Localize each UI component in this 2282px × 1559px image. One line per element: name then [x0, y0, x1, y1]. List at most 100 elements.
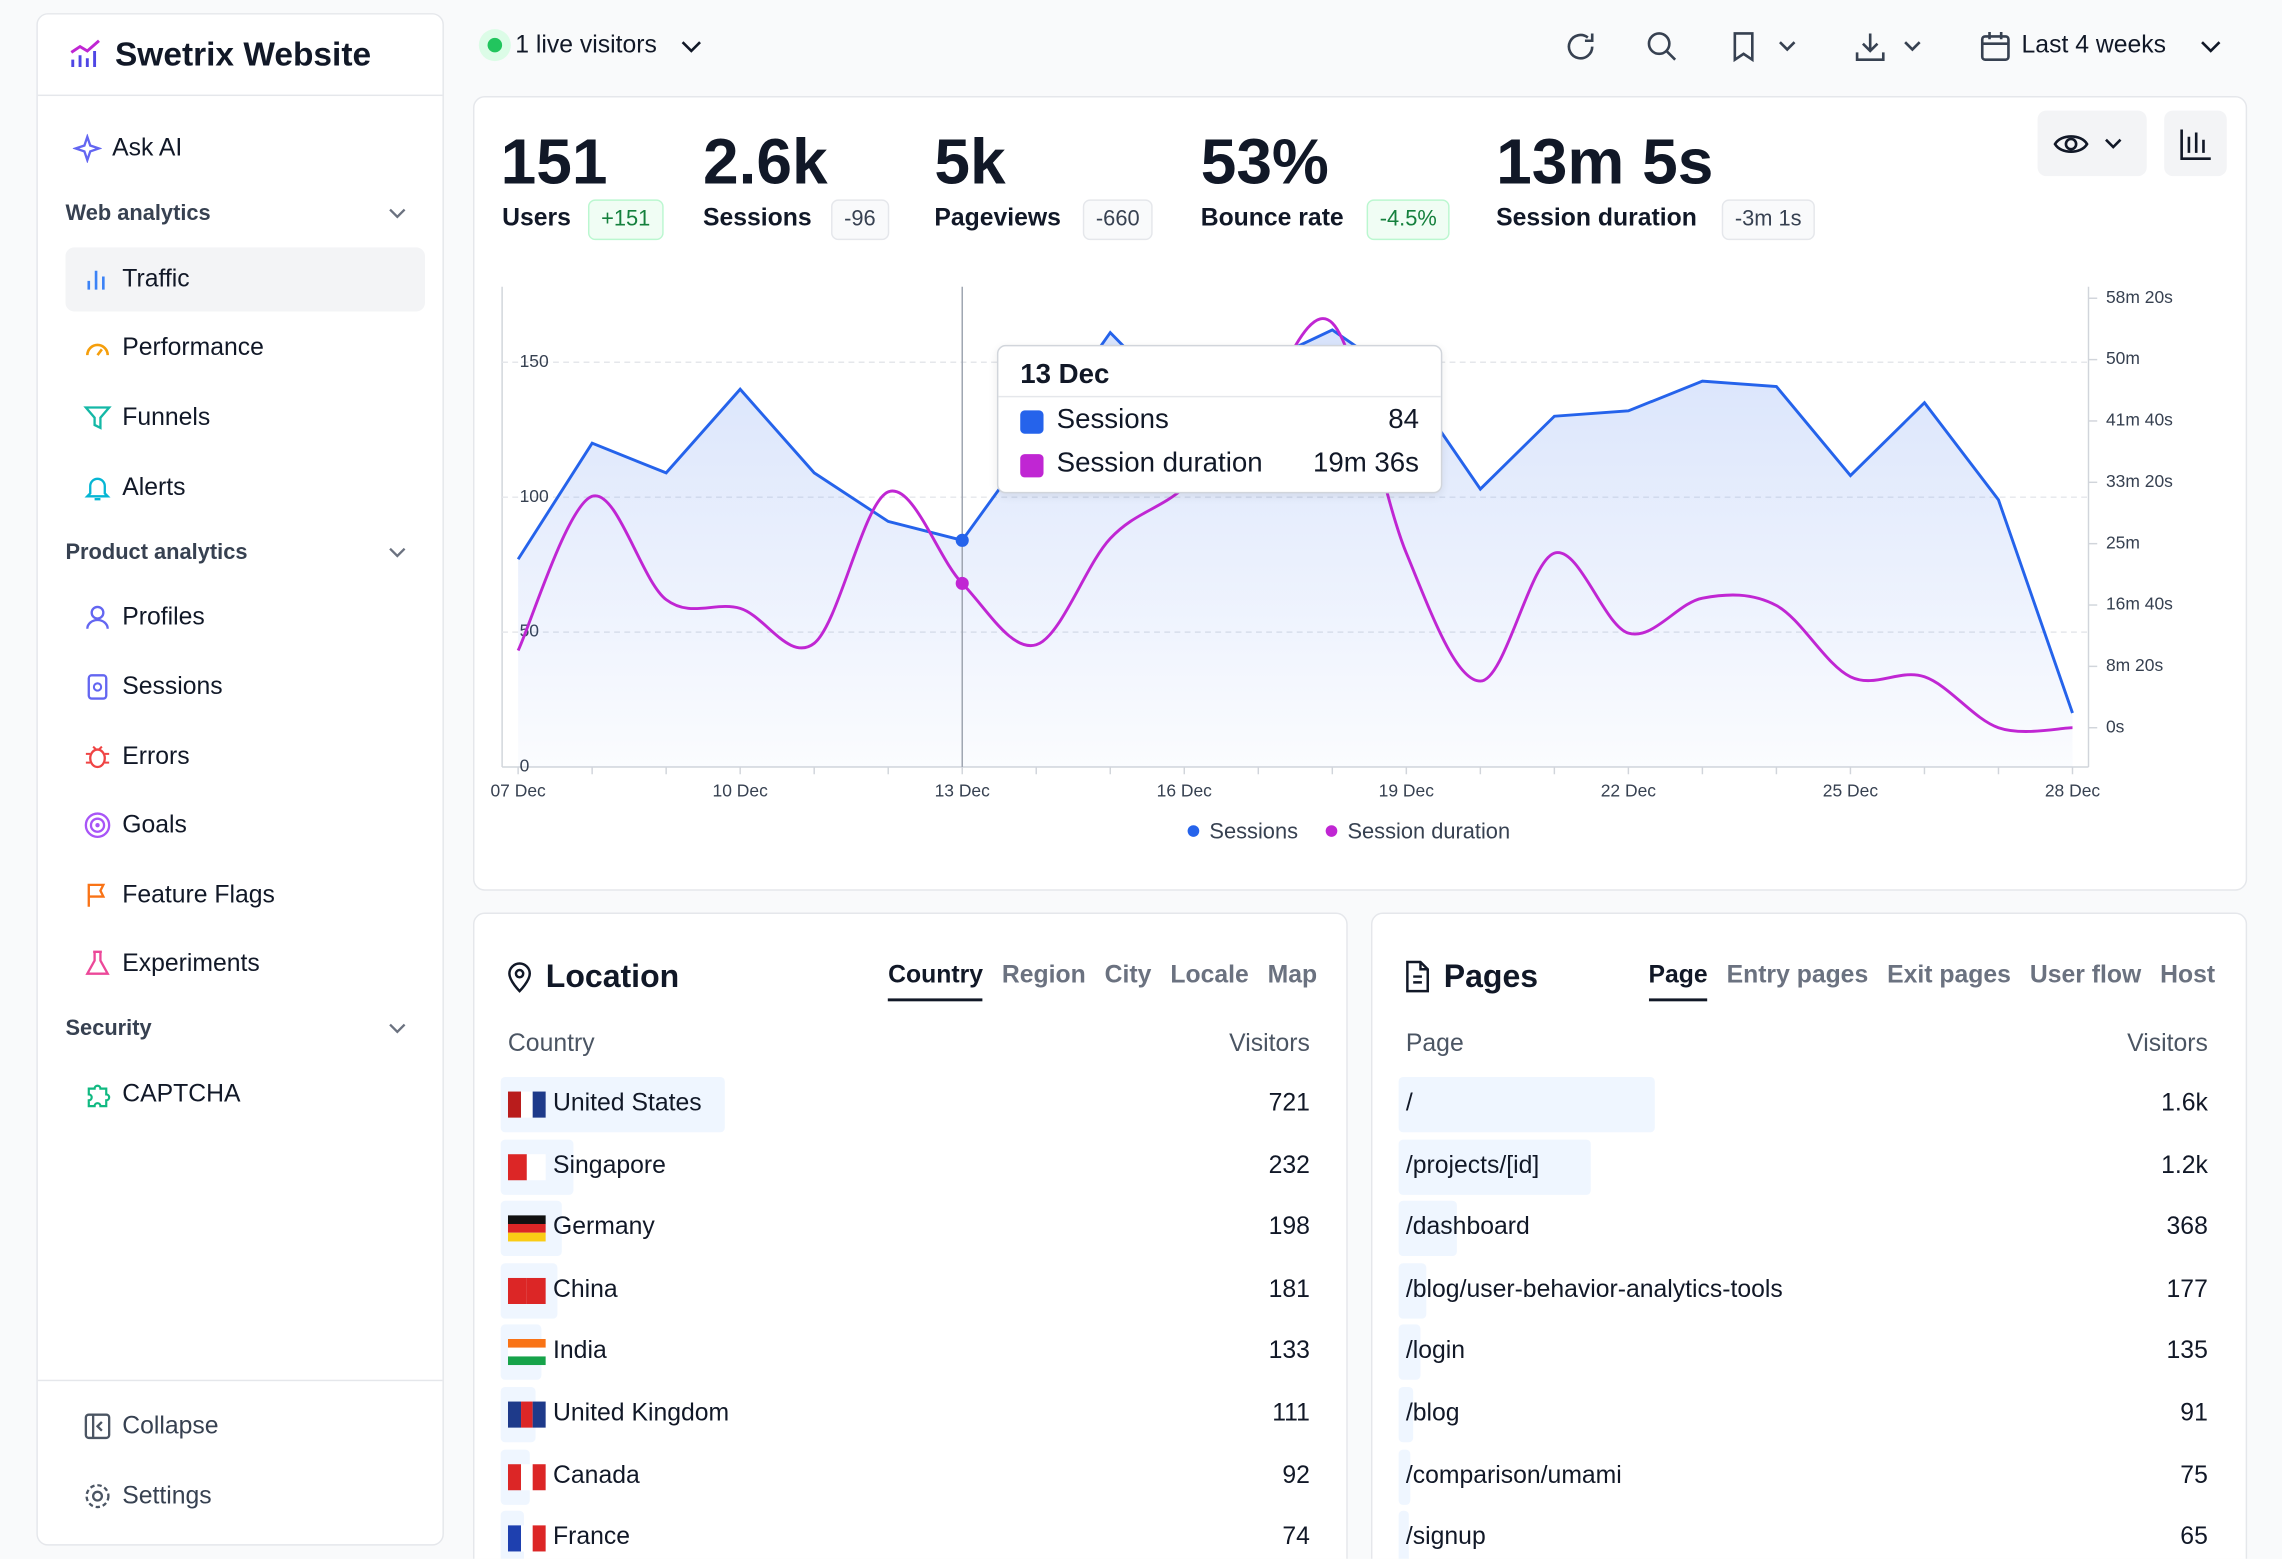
nav-item[interactable]: Feature Flags: [87, 879, 275, 911]
row-value: 91: [2180, 1398, 2208, 1427]
x-tick-label: 28 Dec: [2045, 780, 2101, 800]
chart-type-toggle[interactable]: [2164, 110, 2227, 177]
tab[interactable]: Entry pages: [1726, 960, 1869, 989]
search-button[interactable]: [1645, 29, 1680, 64]
flag: [507, 1215, 546, 1242]
tab[interactable]: Host: [2160, 960, 2216, 989]
nav-label: CAPTCHA: [122, 1079, 241, 1108]
tab[interactable]: Page: [1648, 961, 1708, 1002]
y-tick-label: 100: [520, 486, 549, 506]
nav-item[interactable]: CAPTCHA: [87, 1078, 241, 1110]
tooltip-title: 13 Dec: [1020, 359, 1110, 391]
nav-item[interactable]: Collapse: [84, 1410, 219, 1442]
row-name[interactable]: /blog/user-behavior-analytics-tools: [1405, 1274, 1783, 1303]
tab[interactable]: Map: [1267, 960, 1318, 989]
row-name[interactable]: /dashboard: [1405, 1212, 1530, 1241]
row-name[interactable]: United Kingdom: [553, 1398, 730, 1427]
bookmark-button[interactable]: [1726, 29, 1802, 64]
row-value: 198: [1268, 1212, 1310, 1241]
tab[interactable]: Region: [1001, 960, 1086, 989]
nav-item[interactable]: Errors: [85, 741, 190, 773]
y2-tick-label: 0s: [2106, 716, 2125, 736]
y2-tick-label: 58m 20s: [2106, 287, 2173, 307]
tabs: Country Region City Locale Map: [888, 961, 1317, 1002]
tab[interactable]: Exit pages: [1887, 960, 2011, 989]
row-name[interactable]: France: [553, 1522, 631, 1551]
nav-label: Settings: [122, 1481, 212, 1510]
flag: [507, 1277, 546, 1304]
row-name[interactable]: /blog: [1405, 1398, 1460, 1427]
live-visitors[interactable]: 1 live visitors: [515, 30, 657, 59]
row-value: 1.6k: [2161, 1088, 2208, 1117]
row-name[interactable]: Singapore: [553, 1150, 666, 1179]
row-bar: [1398, 1386, 1414, 1443]
refresh-button[interactable]: [1563, 29, 1598, 64]
stat-label: Users: [502, 203, 571, 232]
nav-item[interactable]: Ask AI: [72, 132, 183, 164]
nav-item[interactable]: Traffic: [87, 263, 190, 295]
stat-value: 2.6k: [702, 126, 828, 198]
legend-label: Session duration: [1347, 818, 1510, 843]
nav-item[interactable]: Goals: [84, 809, 187, 841]
export-button[interactable]: [1853, 29, 1929, 64]
nav-label: Feature Flags: [122, 880, 275, 909]
nav-group[interactable]: Web analytics: [65, 200, 211, 226]
row-name[interactable]: United States: [553, 1088, 702, 1117]
nav-item[interactable]: Settings: [85, 1480, 212, 1512]
row-value: 133: [1268, 1336, 1310, 1365]
nav-label: Collapse: [122, 1411, 219, 1440]
row-name[interactable]: China: [553, 1274, 618, 1303]
row-name[interactable]: /login: [1405, 1336, 1466, 1365]
nav-group[interactable]: Product analytics: [65, 539, 248, 565]
stat-label: Sessions: [702, 203, 812, 232]
stat-change: -660: [1082, 199, 1153, 241]
x-tick-label: 13 Dec: [935, 780, 991, 800]
nav-item[interactable]: Profiles: [86, 601, 205, 633]
row-name[interactable]: Canada: [553, 1460, 640, 1489]
y2-tick-label: 41m 40s: [2106, 410, 2173, 430]
view-toggle[interactable]: [2037, 110, 2147, 177]
stat-value: 13m 5s: [1496, 126, 1714, 198]
row-name[interactable]: /comparison/umami: [1405, 1460, 1622, 1489]
nav-item[interactable]: Alerts: [84, 472, 186, 504]
row-bar: [1398, 1324, 1421, 1381]
tab[interactable]: City: [1104, 960, 1152, 989]
row-bar: [1398, 1448, 1411, 1505]
row-name[interactable]: /signup: [1405, 1522, 1486, 1551]
nav-label: Ask AI: [112, 133, 183, 162]
nav-label: Performance: [122, 333, 264, 361]
period-select[interactable]: Last 4 weeks: [2021, 30, 2166, 59]
row-value: 232: [1268, 1150, 1310, 1179]
row-bar: [1398, 1138, 1591, 1195]
x-tick-label: 16 Dec: [1157, 780, 1213, 800]
legend-swatch: [1325, 825, 1338, 837]
row-name[interactable]: /: [1405, 1088, 1413, 1117]
tab[interactable]: Locale: [1170, 960, 1249, 989]
nav-item[interactable]: Funnels: [83, 402, 210, 434]
column-header: Visitors: [1229, 1028, 1310, 1057]
flag: [507, 1525, 546, 1552]
row-name[interactable]: Germany: [553, 1212, 655, 1241]
column-header: Country: [507, 1028, 595, 1057]
tab[interactable]: Country: [888, 961, 983, 1002]
location-card: [473, 912, 1348, 1559]
tab[interactable]: User flow: [2029, 960, 2142, 989]
row-value: 177: [2166, 1274, 2208, 1303]
tooltip-label: Sessions: [1056, 404, 1169, 436]
nav-item[interactable]: Performance: [86, 332, 264, 364]
pages-card: [1370, 912, 2248, 1559]
nav-group[interactable]: Security: [65, 1015, 152, 1041]
nav-label: Profiles: [122, 602, 205, 631]
tooltip-swatch: [1020, 410, 1044, 434]
nav-item[interactable]: Experiments: [85, 947, 260, 979]
nav-item[interactable]: Sessions: [87, 671, 223, 703]
legend-label: Sessions: [1209, 818, 1298, 843]
x-tick-label: 22 Dec: [1601, 780, 1657, 800]
row-name[interactable]: India: [553, 1336, 607, 1365]
tooltip-value: 19m 36s: [1312, 448, 1420, 479]
row-name[interactable]: /projects/[id]: [1405, 1150, 1540, 1179]
row-bar: [1398, 1200, 1458, 1257]
row-value: 368: [2166, 1212, 2208, 1241]
row-value: 111: [1272, 1398, 1310, 1427]
legend-swatch: [1187, 825, 1200, 837]
